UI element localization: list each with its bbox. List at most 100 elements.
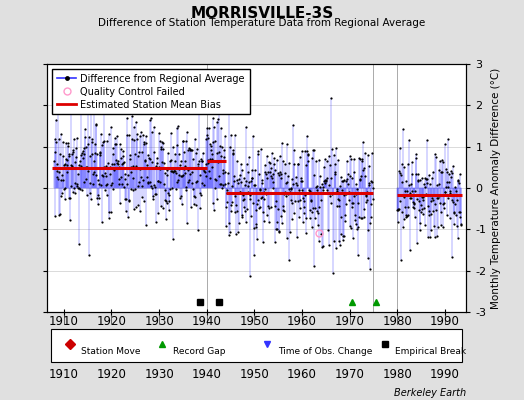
Point bbox=[363, 197, 372, 203]
Point bbox=[396, 198, 404, 204]
Point bbox=[395, 167, 403, 174]
Point bbox=[457, 221, 465, 228]
Point bbox=[395, 206, 403, 212]
Point bbox=[331, 169, 339, 176]
Point bbox=[404, 204, 412, 210]
Point bbox=[65, 195, 73, 201]
Point bbox=[226, 132, 235, 138]
Point bbox=[351, 217, 359, 224]
Point bbox=[56, 210, 64, 217]
Point bbox=[406, 190, 414, 196]
Point bbox=[214, 116, 223, 123]
Point bbox=[419, 211, 427, 217]
Point bbox=[366, 266, 374, 273]
Point bbox=[211, 138, 219, 144]
Point bbox=[285, 160, 293, 166]
Point bbox=[356, 156, 364, 162]
Point bbox=[168, 236, 177, 242]
Point bbox=[405, 137, 413, 143]
Point bbox=[447, 168, 455, 174]
Point bbox=[187, 147, 195, 153]
Point bbox=[415, 198, 423, 204]
Point bbox=[274, 206, 282, 212]
Point bbox=[430, 234, 439, 241]
Point bbox=[356, 176, 365, 182]
Point bbox=[422, 191, 430, 197]
Point bbox=[341, 212, 349, 218]
Point bbox=[182, 184, 191, 190]
Point bbox=[67, 183, 75, 189]
Point bbox=[191, 194, 199, 200]
Point bbox=[143, 173, 151, 180]
Point bbox=[352, 181, 360, 187]
Point bbox=[200, 166, 209, 172]
Point bbox=[103, 181, 111, 187]
Point bbox=[88, 139, 96, 146]
Point bbox=[242, 178, 250, 184]
Point bbox=[177, 158, 185, 165]
Point bbox=[236, 189, 244, 195]
Point bbox=[157, 203, 165, 209]
Point bbox=[310, 172, 318, 179]
Point bbox=[58, 171, 66, 178]
Point bbox=[272, 198, 280, 204]
Point bbox=[239, 204, 248, 210]
Point bbox=[239, 192, 247, 198]
Point bbox=[91, 141, 100, 148]
Point bbox=[216, 180, 225, 187]
Text: 1930: 1930 bbox=[144, 368, 174, 380]
Point bbox=[228, 183, 236, 189]
Point bbox=[143, 162, 151, 168]
Point bbox=[359, 166, 367, 173]
Point bbox=[227, 208, 235, 214]
Point bbox=[207, 143, 215, 149]
Point bbox=[133, 131, 141, 137]
Point bbox=[67, 162, 75, 168]
Point bbox=[87, 196, 95, 202]
Point bbox=[250, 182, 258, 188]
Point bbox=[73, 185, 82, 191]
Point bbox=[206, 155, 214, 162]
Point bbox=[453, 196, 462, 203]
Point bbox=[353, 186, 361, 192]
Point bbox=[147, 115, 155, 121]
Point bbox=[419, 196, 428, 203]
Point bbox=[136, 207, 145, 214]
Point bbox=[435, 181, 443, 187]
Point bbox=[110, 186, 118, 192]
Point bbox=[256, 186, 264, 193]
Point bbox=[71, 180, 80, 186]
Point bbox=[59, 176, 68, 183]
Point bbox=[358, 139, 367, 145]
Text: 1950: 1950 bbox=[239, 368, 269, 380]
Text: Station Move: Station Move bbox=[81, 347, 140, 356]
Point bbox=[345, 196, 353, 203]
Point bbox=[61, 184, 70, 191]
Point bbox=[250, 225, 258, 231]
Point bbox=[171, 168, 179, 174]
Point bbox=[90, 169, 98, 175]
Y-axis label: Monthly Temperature Anomaly Difference (°C): Monthly Temperature Anomaly Difference (… bbox=[490, 67, 500, 309]
Point bbox=[119, 160, 127, 167]
Point bbox=[312, 184, 320, 190]
Point bbox=[179, 138, 188, 144]
Point bbox=[338, 178, 346, 184]
Point bbox=[189, 155, 197, 162]
Point bbox=[121, 176, 129, 182]
Point bbox=[321, 177, 330, 183]
Point bbox=[258, 209, 267, 215]
Point bbox=[201, 173, 210, 180]
Point bbox=[212, 158, 220, 164]
Point bbox=[103, 138, 112, 144]
Point bbox=[347, 174, 356, 181]
Point bbox=[217, 125, 225, 131]
Point bbox=[409, 204, 417, 210]
Point bbox=[104, 208, 113, 215]
Point bbox=[289, 161, 298, 167]
Point bbox=[175, 172, 183, 178]
Point bbox=[64, 150, 73, 157]
Point bbox=[95, 149, 104, 156]
Point bbox=[154, 178, 162, 184]
Point bbox=[276, 153, 285, 160]
Point bbox=[245, 154, 253, 160]
